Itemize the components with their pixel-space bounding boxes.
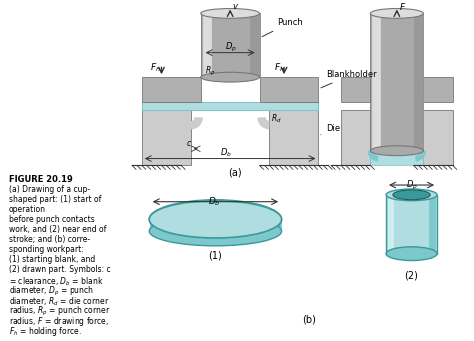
Bar [201,13,260,77]
Bar [423,77,453,102]
Text: $c$: $c$ [186,139,192,148]
Ellipse shape [149,217,282,246]
Text: Die: Die [321,124,340,135]
Bar [142,77,201,102]
Text: diameter, $R_d$ = die corner: diameter, $R_d$ = die corner [9,295,109,308]
Bar [269,109,319,165]
Text: sponding workpart:: sponding workpart: [9,245,83,254]
Text: (a): (a) [228,167,242,177]
Ellipse shape [149,201,282,238]
Bar [388,195,393,254]
Text: shaped part: (1) start of: shaped part: (1) start of [9,195,101,204]
Ellipse shape [370,9,423,18]
Text: (b): (b) [301,314,316,324]
Ellipse shape [149,200,282,239]
Bar [429,195,435,254]
Text: $D_p$: $D_p$ [406,179,418,192]
Text: radius, $F$ = drawing force,: radius, $F$ = drawing force, [9,315,109,328]
Text: diameter, $D_p$ = punch: diameter, $D_p$ = punch [9,285,94,298]
Text: $D_b$: $D_b$ [208,196,220,208]
Bar [370,109,378,151]
Bar [416,109,423,151]
Text: $F_h$ = holding force.: $F_h$ = holding force. [9,325,82,338]
Bar [370,151,423,165]
Ellipse shape [201,9,260,18]
Text: (2): (2) [405,270,419,280]
Text: (1) starting blank, and: (1) starting blank, and [9,255,95,264]
Text: (a) Drawing of a cup-: (a) Drawing of a cup- [9,185,90,194]
Bar [203,13,210,77]
Bar [260,77,319,102]
Text: (1): (1) [209,251,222,261]
Text: v: v [232,2,237,12]
Text: $F_h$: $F_h$ [150,61,161,74]
Text: = clearance, $D_b$ = blank: = clearance, $D_b$ = blank [9,275,103,288]
Text: before punch contacts: before punch contacts [9,215,94,224]
Text: (2) drawn part. Symbols: c: (2) drawn part. Symbols: c [9,265,110,274]
Bar [386,195,437,254]
Text: FIGURE 20.19: FIGURE 20.19 [9,175,72,184]
Bar [142,102,319,109]
Text: Blankholder: Blankholder [321,70,377,88]
Ellipse shape [386,189,437,201]
Bar [142,109,191,165]
Bar [373,13,380,151]
Text: $F_h$: $F_h$ [274,61,285,74]
Ellipse shape [393,190,430,200]
Text: work, and (2) near end of: work, and (2) near end of [9,225,106,234]
Bar [250,13,260,77]
Bar [370,13,423,151]
Text: stroke; and (b) corre-: stroke; and (b) corre- [9,235,90,244]
Bar [423,109,453,165]
Text: $D_p$: $D_p$ [225,41,237,54]
Text: operation: operation [9,205,46,214]
Text: $R_d$: $R_d$ [271,112,282,125]
Bar [413,13,423,151]
Ellipse shape [370,146,423,155]
Bar [341,109,370,165]
Bar [341,77,370,102]
Bar [191,109,269,165]
Text: radius, $R_p$ = punch corner: radius, $R_p$ = punch corner [9,305,110,318]
Text: Punch: Punch [262,18,303,37]
Ellipse shape [386,247,437,261]
Bar [150,219,281,231]
Text: $D_b$: $D_b$ [220,147,232,159]
Text: $F$: $F$ [399,1,406,13]
Text: $R_p$: $R_p$ [205,65,215,78]
Ellipse shape [201,72,260,82]
